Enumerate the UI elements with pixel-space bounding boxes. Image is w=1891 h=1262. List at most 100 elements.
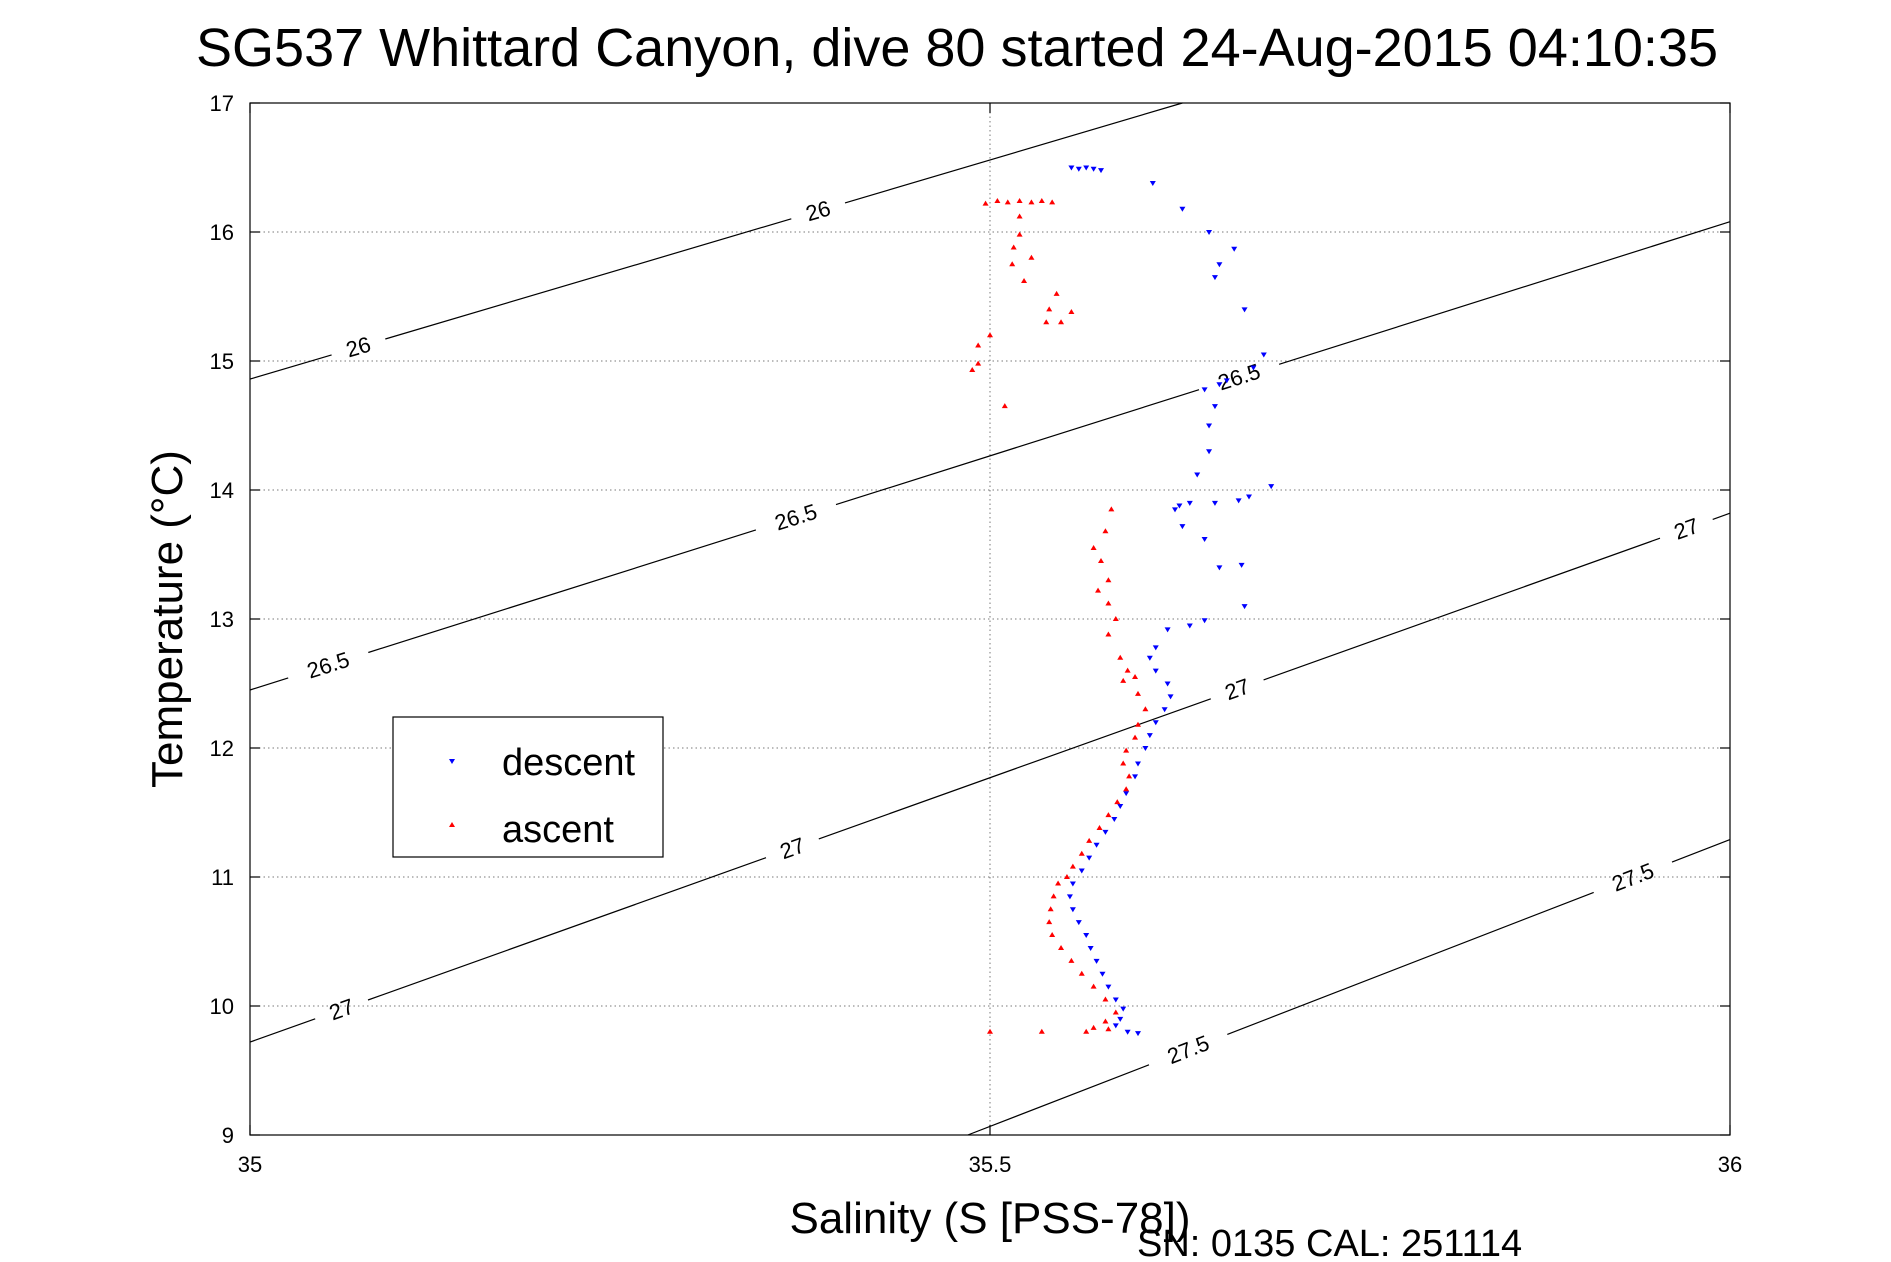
ascent-point <box>1142 706 1149 712</box>
descent-point <box>1090 166 1097 172</box>
ascent-point <box>1098 557 1104 563</box>
ascent-point <box>1038 1028 1045 1034</box>
descent-point <box>1093 958 1100 964</box>
descent-point <box>1152 645 1159 651</box>
descent-point <box>1206 423 1213 429</box>
ascent-point <box>1004 199 1011 205</box>
ascent-point <box>1047 906 1054 912</box>
y-tick-label: 12 <box>210 736 234 761</box>
ascent-point <box>1105 631 1112 637</box>
ascent-point <box>1126 773 1133 779</box>
ascent-point <box>1050 893 1057 899</box>
ascent-point <box>1028 199 1035 205</box>
ascent-point <box>1049 199 1056 205</box>
ascent-point <box>1132 734 1139 740</box>
descent-point <box>1186 623 1193 629</box>
descent-point <box>1201 537 1208 543</box>
y-axis-label: Temperature (°C) <box>143 450 192 788</box>
ascent-point <box>1053 290 1060 296</box>
descent-point <box>1211 275 1218 281</box>
ascent-point <box>1096 824 1103 830</box>
axis-ticks: 35 35.5 36 9 10 11 12 13 14 15 16 17 <box>210 91 1743 1177</box>
y-tick-label: 15 <box>210 349 234 374</box>
descent-point <box>1123 791 1130 797</box>
isopycnal-line <box>249 102 1183 380</box>
ascent-point <box>982 200 989 206</box>
descent-point <box>1135 761 1141 767</box>
ascent-point <box>1038 198 1045 204</box>
ascent-point <box>1102 996 1109 1002</box>
y-tick-label: 14 <box>210 478 234 503</box>
ascent-point <box>1090 1024 1097 1030</box>
descent-point <box>1075 166 1082 172</box>
ascent-point <box>1105 600 1112 606</box>
descent-point <box>1206 449 1213 455</box>
descent-point <box>1268 484 1275 490</box>
ascent-point <box>1105 577 1112 583</box>
grid-lines <box>250 103 1730 1135</box>
descent-point <box>1124 1029 1131 1035</box>
descent-point <box>1211 404 1218 410</box>
descent-series <box>1066 165 1275 1037</box>
descent-point <box>1216 382 1223 388</box>
ascent-point <box>1102 528 1109 534</box>
ascent-point <box>1112 616 1119 621</box>
ascent-point <box>1069 863 1076 869</box>
descent-point <box>1099 971 1106 977</box>
descent-point <box>1186 500 1193 506</box>
descent-point <box>1223 378 1230 384</box>
descent-point <box>1167 694 1174 700</box>
ascent-point <box>1105 1026 1112 1032</box>
descent-point <box>1098 168 1104 174</box>
y-tick-label: 16 <box>210 220 234 245</box>
descent-point <box>1112 1023 1119 1029</box>
descent-point <box>1152 720 1159 726</box>
y-tick-label: 13 <box>210 607 234 632</box>
ascent-point <box>1090 545 1097 551</box>
descent-point <box>1078 868 1085 874</box>
legend: descent ascent <box>392 716 664 858</box>
descent-point <box>1164 627 1171 633</box>
chart-title: SG537 Whittard Canyon, dive 80 started 2… <box>196 18 1718 78</box>
isopycnal-line <box>967 839 1731 1136</box>
ascent-point <box>1010 244 1017 250</box>
descent-point <box>1120 1006 1127 1012</box>
descent-point <box>1132 774 1139 780</box>
ascent-point <box>975 360 982 366</box>
y-tick-label: 11 <box>211 865 234 890</box>
ascent-point <box>1095 587 1102 593</box>
descent-point <box>1241 307 1248 313</box>
ascent-point <box>1058 944 1065 950</box>
descent-point <box>1083 165 1090 171</box>
descent-point <box>1146 655 1153 661</box>
ascent-point <box>994 198 1001 204</box>
descent-point <box>1069 907 1076 913</box>
ascent-point <box>1078 850 1085 856</box>
ascent-point <box>1114 799 1121 805</box>
ascent-point <box>1090 983 1097 989</box>
ascent-point <box>1123 786 1130 792</box>
ascent-point <box>1124 667 1131 673</box>
descent-point <box>1161 707 1168 713</box>
ascent-point <box>1068 308 1075 314</box>
ascent-point <box>1086 837 1093 843</box>
ascent-point <box>1016 198 1023 204</box>
descent-point <box>1142 746 1149 751</box>
legend-ascent-label: ascent <box>502 809 614 851</box>
legend-descent-label: descent <box>502 742 636 784</box>
descent-point <box>1206 230 1213 235</box>
ascent-point <box>975 342 982 348</box>
descent-point <box>1112 997 1119 1003</box>
descent-point <box>1201 618 1208 624</box>
ascent-point <box>1108 506 1115 512</box>
ascent-point <box>1049 932 1056 938</box>
descent-point <box>1102 829 1109 835</box>
descent-point <box>1111 816 1118 822</box>
x-tick-label: 35 <box>238 1152 262 1177</box>
ascent-point <box>1120 677 1127 683</box>
ascent-point <box>1021 278 1028 284</box>
descent-point <box>1087 945 1094 951</box>
ascent-point <box>1123 747 1130 753</box>
descent-point <box>1093 842 1100 848</box>
descent-point <box>1105 984 1112 990</box>
